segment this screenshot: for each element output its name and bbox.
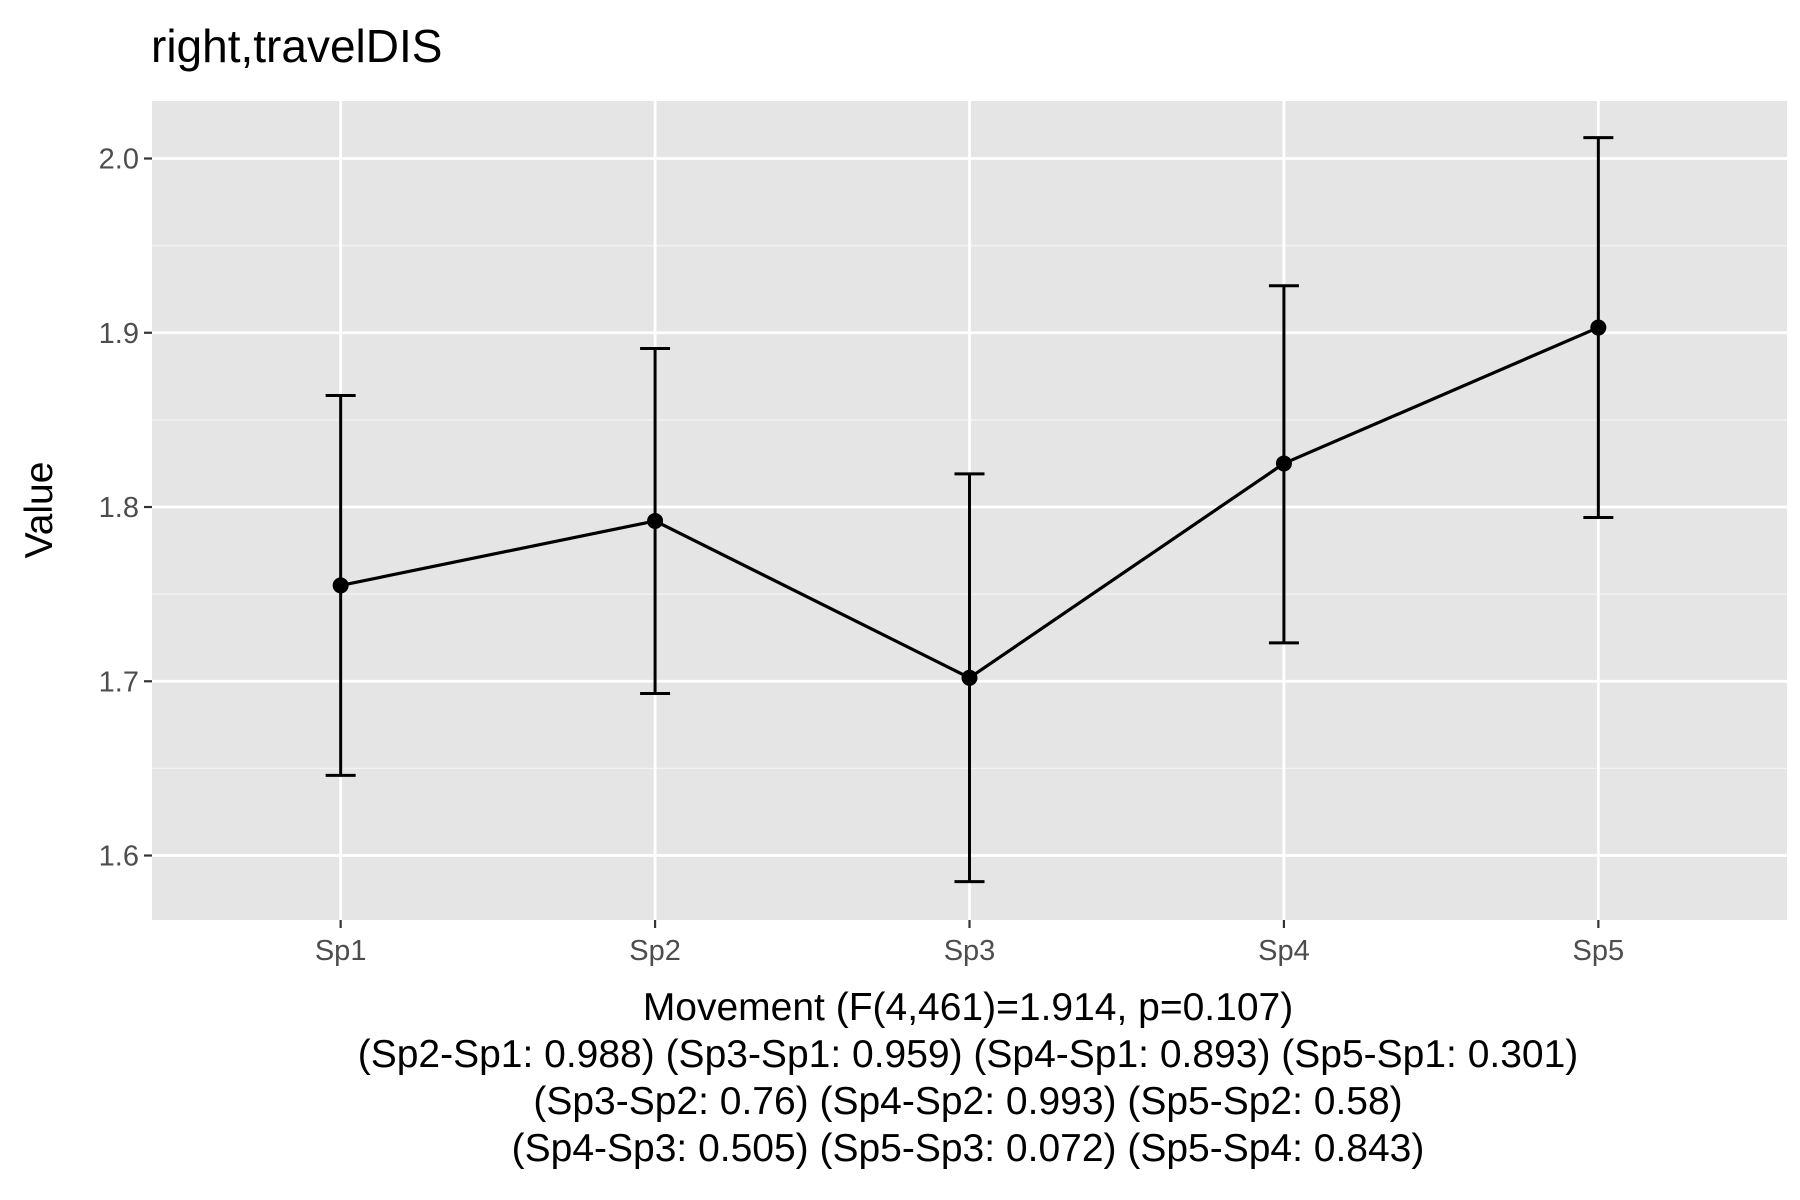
y-axis-ticks: 1.6 1.7 1.8 1.9 2.0 bbox=[99, 144, 152, 873]
x-axis-ticks: Sp1 Sp2 Sp3 Sp4 Sp5 bbox=[315, 920, 1624, 967]
x-axis-title: Movement (F(4,461)=1.914, p=0.107) (Sp2-… bbox=[358, 986, 1579, 1170]
data-point-sp2 bbox=[647, 512, 664, 529]
x-tick-label-sp2: Sp2 bbox=[629, 935, 681, 967]
x-axis-title-line-4: (Sp4-Sp3: 0.505) (Sp5-Sp3: 0.072) (Sp5-S… bbox=[512, 1127, 1425, 1170]
data-point-sp5 bbox=[1590, 319, 1607, 336]
x-axis-title-line-3: (Sp3-Sp2: 0.76) (Sp4-Sp2: 0.993) (Sp5-Sp… bbox=[533, 1080, 1402, 1123]
data-point-sp3 bbox=[961, 669, 978, 686]
y-tick-label: 1.6 bbox=[99, 841, 139, 873]
y-axis-title: Value bbox=[18, 462, 61, 559]
x-tick-label-sp4: Sp4 bbox=[1258, 935, 1310, 967]
x-tick-label-sp5: Sp5 bbox=[1573, 935, 1625, 967]
x-axis-title-line-1: Movement (F(4,461)=1.914, p=0.107) bbox=[643, 986, 1293, 1029]
data-points bbox=[332, 319, 1607, 686]
data-point-sp1 bbox=[332, 577, 349, 594]
y-tick-label: 1.7 bbox=[99, 666, 139, 698]
x-axis-title-line-2: (Sp2-Sp1: 0.988) (Sp3-Sp1: 0.959) (Sp4-S… bbox=[358, 1033, 1579, 1076]
y-tick-label: 1.8 bbox=[99, 492, 139, 524]
data-point-sp4 bbox=[1275, 455, 1292, 472]
x-tick-label-sp1: Sp1 bbox=[315, 935, 367, 967]
x-tick-label-sp3: Sp3 bbox=[944, 935, 996, 967]
chart-title: right,travelDIS bbox=[151, 20, 442, 72]
y-tick-label: 2.0 bbox=[99, 144, 139, 176]
y-tick-label: 1.9 bbox=[99, 318, 139, 350]
